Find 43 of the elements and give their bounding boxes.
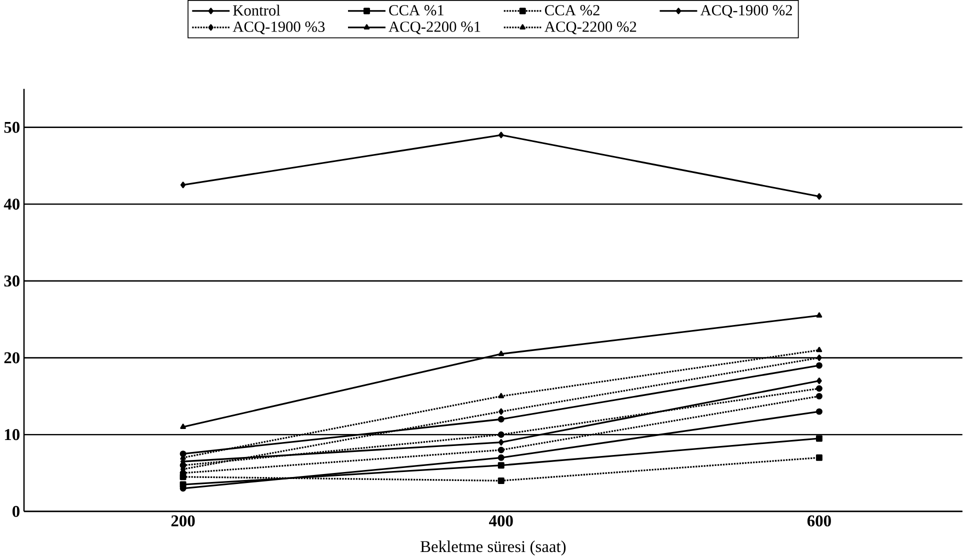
y-tick-label: 20 [4,352,20,364]
point [816,392,822,400]
point [816,346,822,352]
point [180,450,186,457]
y-tick-label: 10 [4,428,20,440]
point [816,454,822,461]
point [816,193,822,200]
point [816,354,822,361]
point [816,378,822,384]
legend-label: ACQ-2200 %2 [544,21,636,34]
point [816,362,822,369]
point [816,385,822,392]
point [498,438,504,446]
point [180,424,186,429]
legend-label: ACQ-2200 %1 [388,21,480,34]
point [180,182,186,188]
legend-label: ACQ-1900 %3 [232,21,325,34]
point [498,392,504,398]
x-tick-label: 200 [171,515,195,526]
point [498,462,504,469]
point [498,477,504,484]
x-tick-label: 600 [807,515,831,526]
legend-label: CCA %2 [544,4,600,16]
point [498,350,504,356]
point [816,435,822,442]
point [498,132,504,138]
y-tick-label: 40 [4,198,20,210]
legend-label: CCA %1 [389,4,444,16]
legend-label: Kontrol [233,4,280,16]
legend-label: ACQ-1900 %2 [700,4,792,18]
point [498,431,504,438]
point [816,408,822,415]
y-tick-label: 30 [4,275,20,286]
y-tick-label: 50 [4,122,20,133]
point [498,408,504,415]
x-axis-title: Bekletme süresi (saat) [420,540,566,556]
point [498,446,504,454]
point [498,454,504,461]
y-tick-label: 0 [12,506,20,517]
point [180,462,186,469]
x-tick-label: 400 [489,515,513,526]
point [498,416,504,422]
point [816,312,822,318]
